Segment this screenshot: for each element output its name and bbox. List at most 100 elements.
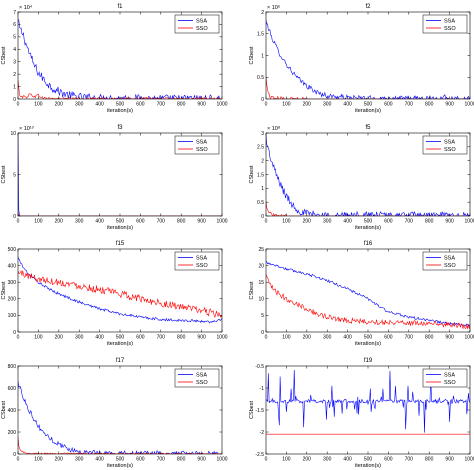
legend-box [174,135,220,155]
series-line-ssa [266,261,470,327]
x-tick-label: 700 [157,335,166,341]
y-tick-label: 2 [261,158,264,164]
y-tick-label: 2 [261,10,264,16]
x-tick-label: 0 [17,102,20,108]
x-tick-label: 200 [55,335,64,341]
x-tick-label: 600 [136,219,145,225]
x-tick-label: 600 [136,102,145,108]
x-tick-label: 1000 [464,335,474,341]
y-tick-label: 0.5 [257,200,264,206]
legend-label-sso: SSO [444,263,456,269]
legend-box [422,251,468,271]
x-tick-label: 1000 [216,219,227,225]
x-axis-label: iteration(s) [107,225,133,231]
x-tick-label: 800 [425,219,434,225]
y-tick-label: 1 [261,53,264,59]
y-tick-label: 400 [8,263,17,269]
x-tick-label: 800 [177,219,186,225]
y-tick-label: 0 [13,452,16,458]
x-tick-label: 0 [265,102,268,108]
x-tick-label: 500 [364,335,373,341]
legend-box [422,14,468,34]
legend-label-ssa: SSA [196,256,207,262]
x-tick-label: 0 [265,457,268,463]
x-tick-label: 700 [405,335,414,341]
axis-exponent: × 10⁸ [267,125,280,132]
x-tick-label: 100 [282,457,291,463]
legend-label-ssa: SSA [444,373,455,379]
x-tick-label: 700 [157,102,166,108]
y-tick-label: 0 [13,214,16,220]
chart-panel-f19: f19 -2.5 -2 -1.5 -1 -0.5 0 100 200 300 400 500 600 70… [249,358,474,469]
legend-box [174,14,220,34]
y-tick-label: 0 [261,330,264,336]
chart-panel-f15: f15 0 100 200 300 400 500 0 100 200 300 400 500 600 70… [1,241,228,347]
x-tick-label: 1000 [216,102,227,108]
x-tick-label: 700 [405,102,414,108]
y-tick-label: -1.5 [255,408,264,414]
x-tick-label: 300 [75,219,84,225]
y-tick-label: -2 [260,430,265,436]
x-tick-label: 300 [323,457,332,463]
x-tick-label: 100 [282,219,291,225]
x-tick-label: 200 [303,457,312,463]
y-axis-label: CSbest [249,165,255,184]
x-tick-label: 800 [425,102,434,108]
y-tick-label: 25 [258,247,264,253]
x-tick-label: 800 [425,335,434,341]
x-tick-label: 300 [323,335,332,341]
x-tick-label: 400 [343,219,352,225]
x-tick-label: 1000 [216,457,227,463]
y-tick-label: 100 [8,313,17,319]
x-tick-label: 600 [384,102,393,108]
x-tick-label: 400 [95,335,104,341]
x-tick-label: 700 [157,219,166,225]
x-tick-label: 200 [55,457,64,463]
x-tick-label: 0 [17,457,20,463]
series-line-ssa [18,256,222,324]
y-axis-label: CSbest [1,46,7,65]
x-tick-label: 900 [445,335,454,341]
x-tick-label: 200 [303,102,312,108]
x-axis-label: iteration(s) [107,108,133,114]
chart-panel-f1: f1 × 10⁴ 0 1 2 3 4 5 6 7 0 100 200 300 400 500 600 700 800… [1,4,228,114]
x-tick-label: 900 [197,102,206,108]
x-tick-label: 100 [34,102,43,108]
x-tick-label: 600 [384,335,393,341]
y-tick-label: 10 [258,297,264,303]
chart-title: f19 [364,358,373,364]
chart-panel-f2: f2 × 10⁶ 0 0.5 1 1.5 2 0 100 200 300 400 500 600 700 80… [249,4,474,114]
x-axis-label: iteration(s) [355,463,381,469]
x-tick-label: 100 [34,335,43,341]
y-tick-label: 10 [10,131,16,137]
legend-label-sso: SSO [444,380,456,386]
y-axis-label: CSbest [1,281,7,300]
axis-exponent: × 10⁴ [19,4,33,11]
y-tick-label: 1 [13,84,16,90]
y-tick-label: 0 [261,214,264,220]
x-tick-label: 600 [384,219,393,225]
legend-box [422,368,468,388]
x-tick-label: 300 [323,219,332,225]
y-axis-label: CSbest [1,165,7,184]
x-tick-label: 600 [384,457,393,463]
x-tick-label: 800 [177,457,186,463]
y-axis-label: CSbest [249,401,255,420]
legend-box [174,251,220,271]
x-tick-label: 1000 [464,457,474,463]
y-tick-label: 500 [8,247,17,253]
legend-label-sso: SSO [196,380,208,386]
x-tick-label: 700 [405,457,414,463]
x-tick-label: 1000 [464,219,474,225]
x-tick-label: 400 [95,102,104,108]
x-tick-label: 500 [116,102,125,108]
y-tick-label: 400 [8,408,17,414]
y-tick-label: 3 [13,60,16,66]
chart-panel-f17: f17 0 200 400 600 800 0 100 200 300 400 500 600 700 80… [1,358,228,469]
x-tick-label: 600 [136,335,145,341]
x-tick-label: 200 [303,335,312,341]
